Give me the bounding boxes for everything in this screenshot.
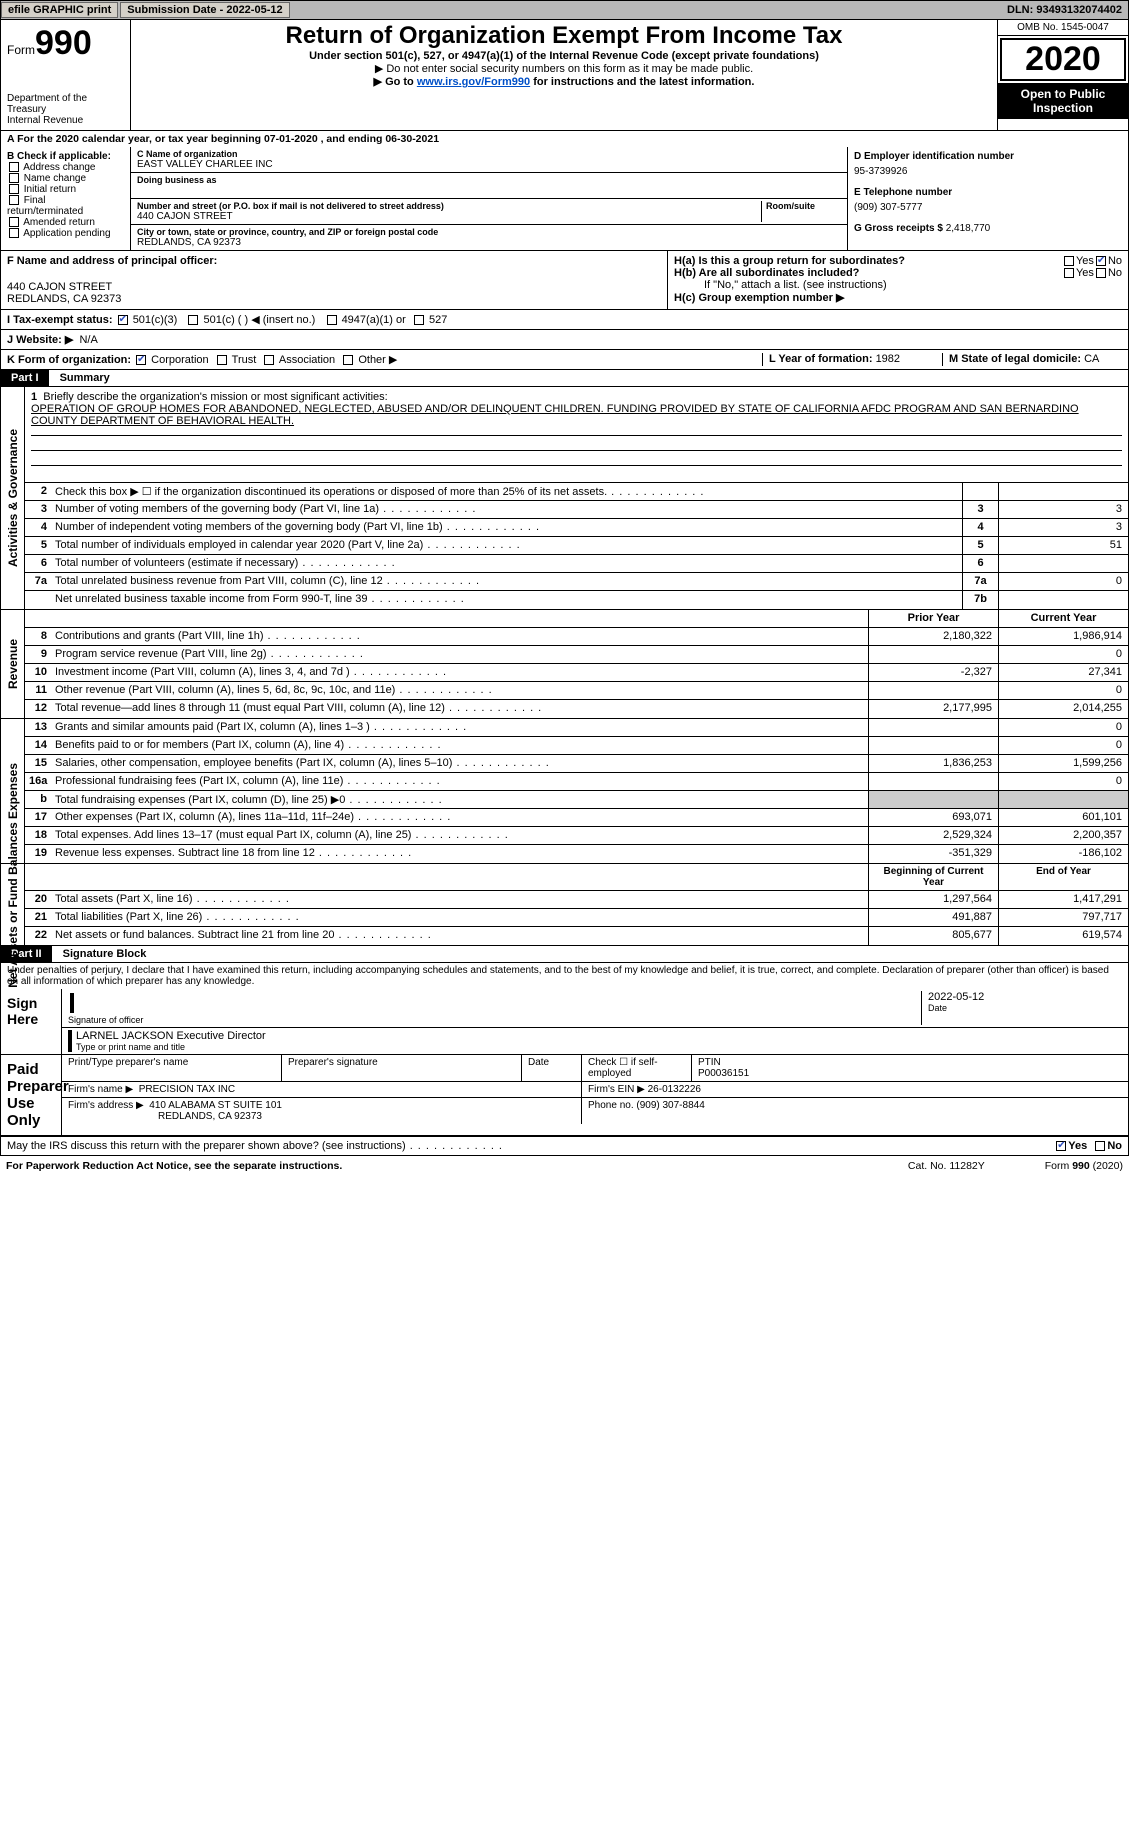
org-street: 440 CAJON STREET xyxy=(137,211,761,222)
table-row: 17Other expenses (Part IX, column (A), l… xyxy=(25,809,1128,827)
hb-no-checkbox[interactable] xyxy=(1096,268,1106,278)
table-row: 10Investment income (Part VIII, column (… xyxy=(25,664,1128,682)
gov-row: Net unrelated business taxable income fr… xyxy=(25,591,1128,609)
mission-text: OPERATION OF GROUP HOMES FOR ABANDONED, … xyxy=(31,403,1079,427)
ha-no-checkbox[interactable] xyxy=(1096,256,1106,266)
boxb-item: Address change xyxy=(7,162,124,173)
table-row: 20Total assets (Part X, line 16)1,297,56… xyxy=(25,891,1128,909)
firm-name: PRECISION TAX INC xyxy=(139,1084,235,1095)
table-row: 9Program service revenue (Part VIII, lin… xyxy=(25,646,1128,664)
discuss-row: May the IRS discuss this return with the… xyxy=(0,1137,1129,1156)
row-k: K Form of organization: Corporation Trus… xyxy=(0,350,1129,370)
table-row: 11Other revenue (Part VIII, column (A), … xyxy=(25,682,1128,700)
table-row: 12Total revenue—add lines 8 through 11 (… xyxy=(25,700,1128,718)
org-name: EAST VALLEY CHARLEE INC xyxy=(137,159,841,170)
table-row: 14Benefits paid to or for members (Part … xyxy=(25,737,1128,755)
501c3-checkbox[interactable] xyxy=(118,315,128,325)
dln: DLN: 93493132074402 xyxy=(1007,4,1128,16)
penalty-text: Under penalties of perjury, I declare th… xyxy=(0,963,1129,989)
gov-row: 7aTotal unrelated business revenue from … xyxy=(25,573,1128,591)
fgh-block: F Name and address of principal officer:… xyxy=(0,251,1129,310)
boxb-item: Initial return xyxy=(7,184,124,195)
hb-yes-checkbox[interactable] xyxy=(1064,268,1074,278)
ein: 95-3739926 xyxy=(854,166,1122,177)
omb-number: OMB No. 1545-0047 xyxy=(998,20,1128,36)
entity-block: B Check if applicable: Address change Na… xyxy=(0,147,1129,251)
table-row: 8Contributions and grants (Part VIII, li… xyxy=(25,628,1128,646)
form-title: Return of Organization Exempt From Incom… xyxy=(137,22,991,50)
boxb-item: Name change xyxy=(7,173,124,184)
table-row: bTotal fundraising expenses (Part IX, co… xyxy=(25,791,1128,809)
table-row: 19Revenue less expenses. Subtract line 1… xyxy=(25,845,1128,863)
open-to-public: Open to Public Inspection xyxy=(998,83,1128,119)
corp-checkbox[interactable] xyxy=(136,355,146,365)
signature-block: Sign Here Signature of officer 2022-05-1… xyxy=(0,989,1129,1137)
gov-row: 4Number of independent voting members of… xyxy=(25,519,1128,537)
table-row: 16aProfessional fundraising fees (Part I… xyxy=(25,773,1128,791)
gross-receipts: 2,418,770 xyxy=(946,223,991,234)
footer: For Paperwork Reduction Act Notice, see … xyxy=(0,1156,1129,1176)
table-row: 18Total expenses. Add lines 13–17 (must … xyxy=(25,827,1128,845)
gov-row: 3Number of voting members of the governi… xyxy=(25,501,1128,519)
org-city: REDLANDS, CA 92373 xyxy=(137,237,841,248)
part2-header: Part II Signature Block xyxy=(0,946,1129,963)
row-j: J Website: ▶ N/A xyxy=(0,330,1129,350)
expenses-section: Expenses 13Grants and similar amounts pa… xyxy=(0,719,1129,864)
phone: (909) 307-5777 xyxy=(854,202,1122,213)
top-toolbar: efile GRAPHIC print Submission Date - 20… xyxy=(0,0,1129,20)
gov-row: 5Total number of individuals employed in… xyxy=(25,537,1128,555)
discuss-no-checkbox[interactable] xyxy=(1095,1141,1105,1151)
tax-year: 2020 xyxy=(1000,38,1126,81)
irs-link[interactable]: www.irs.gov/Form990 xyxy=(417,76,530,88)
period-row: A For the 2020 calendar year, or tax yea… xyxy=(0,131,1129,147)
row-i: I Tax-exempt status: 501(c)(3) 501(c) ( … xyxy=(0,310,1129,330)
gov-row: 6Total number of volunteers (estimate if… xyxy=(25,555,1128,573)
governance-section: Activities & Governance 1 Briefly descri… xyxy=(0,387,1129,610)
table-row: 15Salaries, other compensation, employee… xyxy=(25,755,1128,773)
ha-yes-checkbox[interactable] xyxy=(1064,256,1074,266)
boxb-item: Application pending xyxy=(7,228,124,239)
discuss-yes-checkbox[interactable] xyxy=(1056,1141,1066,1151)
revenue-section: Revenue Prior Year Current Year 8Contrib… xyxy=(0,610,1129,719)
part1-header: Part I Summary xyxy=(0,370,1129,387)
netassets-section: Net Assets or Fund Balances Beginning of… xyxy=(0,864,1129,946)
form-header: Form990 Department of the Treasury Inter… xyxy=(0,20,1129,131)
table-row: 22Net assets or fund balances. Subtract … xyxy=(25,927,1128,945)
boxb-item: Amended return xyxy=(7,217,124,228)
submission-date: Submission Date - 2022-05-12 xyxy=(120,2,289,18)
boxb-item: Final return/terminated xyxy=(7,195,124,217)
gov-row: 2Check this box ▶ ☐ if the organization … xyxy=(25,483,1128,501)
efile-print-button[interactable]: efile GRAPHIC print xyxy=(1,2,118,18)
table-row: 21Total liabilities (Part X, line 26)491… xyxy=(25,909,1128,927)
officer-name: LARNEL JACKSON Executive Director xyxy=(76,1030,1122,1042)
table-row: 13Grants and similar amounts paid (Part … xyxy=(25,719,1128,737)
